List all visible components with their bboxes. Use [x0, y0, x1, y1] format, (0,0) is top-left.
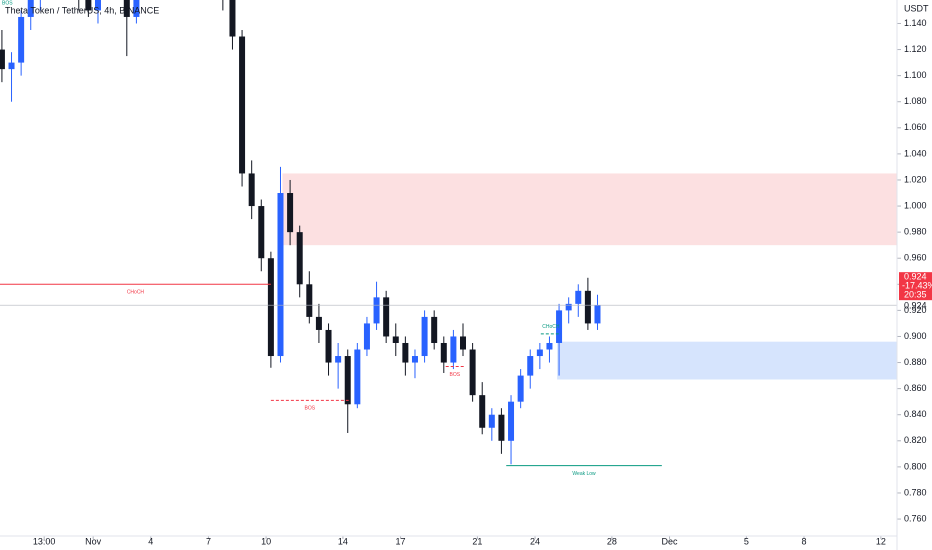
y-tick-label: 0.900 — [904, 331, 927, 341]
candle-body — [315, 316, 322, 330]
candle-body — [431, 316, 438, 343]
y-tick-label: 0.820 — [904, 435, 927, 445]
candle-body — [556, 310, 563, 343]
candle-body — [546, 342, 553, 350]
candle-body — [287, 193, 294, 233]
x-tick-label: 13:00 — [33, 536, 56, 546]
candle-body — [373, 297, 380, 324]
corner-label: BOS — [2, 0, 13, 6]
last-price-axis-label: 0.924 — [904, 301, 927, 311]
y-tick-label: 1.040 — [904, 148, 927, 158]
structure-label: BOS — [450, 372, 461, 378]
x-tick-label: 5 — [744, 536, 749, 546]
x-tick-label: 24 — [530, 536, 540, 546]
candle-body — [584, 290, 591, 324]
y-tick-label: 1.100 — [904, 70, 927, 80]
candle-body — [277, 193, 284, 357]
x-tick-label: Nov — [85, 536, 102, 546]
candle-body — [267, 258, 274, 357]
structure-label: CHoCH — [542, 324, 560, 330]
candle-body — [248, 173, 255, 207]
structure-label: BOS — [305, 406, 316, 412]
candle-body — [344, 356, 351, 405]
candle-body — [296, 232, 303, 285]
x-tick-label: 21 — [472, 536, 482, 546]
candle-body — [383, 297, 390, 337]
zone — [282, 173, 897, 246]
y-tick-label: 0.780 — [904, 487, 927, 497]
y-tick-label: 1.000 — [904, 200, 927, 210]
y-tick-label: 0.760 — [904, 513, 927, 523]
y-tick-label: 0.920 — [904, 305, 927, 315]
y-tick-label: 1.080 — [904, 96, 927, 106]
candle-body — [450, 336, 457, 363]
candle-body — [18, 16, 25, 63]
candle-body — [85, 0, 92, 11]
candle-body — [392, 336, 399, 343]
x-tick-label: 14 — [338, 536, 348, 546]
y-tick-label: 1.120 — [904, 44, 927, 54]
candle-body — [440, 342, 447, 363]
last-price-change: -17.43% — [902, 281, 932, 291]
candle-body — [527, 356, 534, 376]
candle-body — [0, 49, 5, 70]
candle-body — [27, 0, 34, 17]
y-tick-label: 0.860 — [904, 383, 927, 393]
x-tick-label: 17 — [396, 536, 406, 546]
candle-body — [460, 336, 467, 350]
candle-body — [354, 349, 361, 405]
candle-body — [469, 349, 476, 396]
candle-body — [123, 0, 130, 17]
x-tick-label: 7 — [206, 536, 211, 546]
currency: USDT — [904, 3, 929, 13]
y-tick-label: 1.060 — [904, 122, 927, 132]
candle-body — [335, 356, 342, 363]
candle-body — [363, 323, 370, 350]
x-tick-label: 12 — [876, 536, 886, 546]
chart-title: Theta Token / TetherUS, 4h, BINANCE — [5, 5, 159, 15]
candle-body — [517, 375, 524, 402]
countdown: 20:35 — [904, 290, 927, 300]
y-tick-label: 0.880 — [904, 357, 927, 367]
candle-body — [411, 356, 418, 363]
candle-body — [498, 414, 505, 441]
y-tick-label: 1.140 — [904, 18, 927, 28]
candle-body — [565, 303, 572, 311]
candle-body — [94, 0, 101, 11]
candle-body — [229, 0, 236, 37]
candle-body — [239, 36, 246, 174]
candle-body — [306, 284, 313, 317]
x-tick-label: 10 — [261, 536, 271, 546]
y-tick-label: 1.020 — [904, 174, 927, 184]
candle-body — [508, 401, 515, 441]
candle-body — [536, 349, 543, 357]
candle-body — [133, 0, 140, 17]
x-tick-label: 4 — [148, 536, 153, 546]
y-tick-label: 0.960 — [904, 253, 927, 263]
last-price-tag-value: 0.924 — [904, 272, 927, 282]
x-tick-label: Dec — [662, 536, 679, 546]
y-tick-label: 0.840 — [904, 409, 927, 419]
x-tick-label: 28 — [607, 536, 617, 546]
candle-body — [575, 290, 582, 304]
structure-label: Weak Low — [572, 471, 596, 477]
y-tick-label: 0.800 — [904, 461, 927, 471]
candle-body — [402, 342, 409, 363]
y-tick-label: 0.980 — [904, 227, 927, 237]
candle-body — [488, 414, 495, 428]
candle-body — [594, 305, 601, 324]
candle-body — [258, 206, 265, 259]
candle-body — [479, 395, 486, 428]
x-tick-label: 8 — [802, 536, 807, 546]
candle-body — [421, 316, 428, 357]
zone — [557, 341, 897, 380]
candle-body — [8, 62, 15, 70]
structure-label: CHoCH — [127, 290, 145, 296]
last-price-tag — [899, 272, 932, 301]
candle-body — [325, 329, 332, 363]
